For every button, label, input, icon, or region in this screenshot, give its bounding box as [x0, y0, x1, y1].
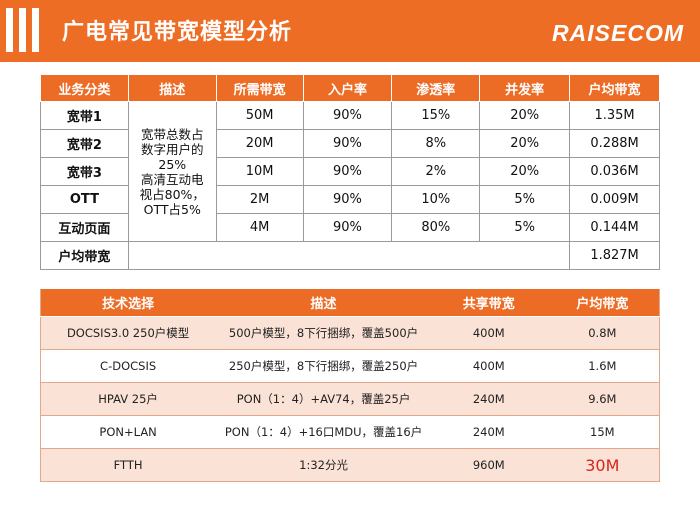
service-type-cell: 宽带1	[40, 101, 129, 130]
tech-cell: C-DOCSIS	[40, 349, 216, 383]
tech-cell: PON+LAN	[40, 415, 216, 449]
shared-bandwidth-cell: 400M	[431, 316, 546, 350]
column-header: 并发率	[479, 74, 571, 102]
column-header: 描述	[215, 289, 432, 317]
decorative-stripes	[6, 8, 39, 52]
total-row: 户均带宽 1.827M	[40, 241, 660, 270]
technology-comparison-table: 技术选择 描述 共享带宽 户均带宽 DOCSIS3.0 250户模型 500户模…	[40, 289, 660, 482]
table-row: 宽带2 20M 90% 8% 20% 0.288M	[40, 129, 660, 158]
penetration-cell: 10%	[391, 185, 481, 214]
avg-bandwidth-cell: 0.8M	[545, 316, 660, 350]
avg-bandwidth-cell: 0.009M	[569, 185, 660, 214]
entry-rate-cell: 90%	[302, 101, 393, 130]
concurrency-cell: 5%	[479, 213, 571, 242]
bandwidth-cell: 4M	[215, 213, 304, 242]
description-line: 高清互动电	[141, 171, 204, 187]
description-cell: 宽带总数占 数字用户的 25% 高清互动电 视占80%， OTT占5%	[127, 101, 217, 242]
title-bar: 广电常见带宽模型分析 RAISECOM	[0, 0, 700, 62]
shared-bandwidth-cell: 400M	[431, 349, 546, 383]
brand-logo: RAISECOM	[552, 20, 684, 46]
column-header: 技术选择	[40, 289, 216, 317]
tech-cell: DOCSIS3.0 250户模型	[40, 316, 216, 350]
entry-rate-cell: 90%	[302, 129, 393, 158]
table-row: C-DOCSIS 250户模型，8下行捆绑，覆盖250户 400M 1.6M	[40, 349, 660, 383]
total-label-cell: 户均带宽	[40, 241, 129, 270]
description-cell: 250户模型，8下行捆绑，覆盖250户	[215, 349, 432, 383]
table-row: HPAV 25户 PON（1：4）+AV74，覆盖25户 240M 9.6M	[40, 382, 660, 416]
description-line: OTT占5%	[143, 201, 201, 217]
concurrency-cell: 20%	[479, 101, 571, 130]
concurrency-cell: 20%	[479, 129, 571, 158]
penetration-cell: 8%	[391, 129, 481, 158]
entry-rate-cell: 90%	[302, 213, 393, 242]
avg-bandwidth-cell: 0.288M	[569, 129, 660, 158]
table-row: 宽带3 10M 90% 2% 20% 0.036M	[40, 157, 660, 186]
table-row: 宽带1 宽带总数占 数字用户的 25% 高清互动电 视占80%， OTT占5% …	[40, 101, 660, 242]
avg-bandwidth-cell: 15M	[545, 415, 660, 449]
service-type-cell: 宽带2	[40, 129, 129, 158]
highlighted-avg-bandwidth-cell: 30M	[545, 448, 660, 482]
column-header: 户均带宽	[545, 289, 660, 317]
description-cell: PON（1：4）+16口MDU，覆盖16户	[215, 415, 432, 449]
description-line: 视占80%，	[139, 186, 205, 202]
concurrency-cell: 5%	[479, 185, 571, 214]
shared-bandwidth-cell: 240M	[431, 415, 546, 449]
concurrency-cell: 20%	[479, 157, 571, 186]
description-cell: PON（1：4）+AV74，覆盖25户	[215, 382, 432, 416]
table-header-row: 业务分类 描述 所需带宽 入户率 渗透率 并发率 户均带宽	[40, 74, 660, 102]
avg-bandwidth-cell: 1.35M	[569, 101, 660, 130]
bandwidth-cell: 2M	[215, 185, 304, 214]
shared-bandwidth-cell: 960M	[431, 448, 546, 482]
entry-rate-cell: 90%	[302, 185, 393, 214]
table-header-row: 技术选择 描述 共享带宽 户均带宽	[40, 289, 660, 317]
service-type-cell: 宽带3	[40, 157, 129, 186]
column-header: 渗透率	[391, 74, 481, 102]
penetration-cell: 80%	[391, 213, 481, 242]
penetration-cell: 15%	[391, 101, 481, 130]
bandwidth-cell: 20M	[215, 129, 304, 158]
table-row: DOCSIS3.0 250户模型 500户模型，8下行捆绑，覆盖500户 400…	[40, 316, 660, 350]
column-header: 描述	[127, 74, 217, 102]
bandwidth-cell: 10M	[215, 157, 304, 186]
table-row: FTTH 1:32分光 960M 30M	[40, 448, 660, 482]
avg-bandwidth-cell: 0.036M	[569, 157, 660, 186]
table-row: PON+LAN PON（1：4）+16口MDU，覆盖16户 240M 15M	[40, 415, 660, 449]
bandwidth-model-table: 业务分类 描述 所需带宽 入户率 渗透率 并发率 户均带宽 宽带1 宽带总数占 …	[40, 74, 660, 270]
entry-rate-cell: 90%	[302, 157, 393, 186]
bandwidth-cell: 50M	[215, 101, 304, 130]
tech-cell: FTTH	[40, 448, 216, 482]
service-type-cell: OTT	[40, 185, 129, 214]
service-type-cell: 互动页面	[40, 213, 129, 242]
avg-bandwidth-cell: 9.6M	[545, 382, 660, 416]
avg-bandwidth-cell: 1.6M	[545, 349, 660, 383]
table-row: OTT 2M 90% 10% 5% 0.009M	[40, 185, 660, 214]
avg-bandwidth-cell: 0.144M	[569, 213, 660, 242]
column-header: 户均带宽	[569, 74, 660, 102]
table-row: 互动页面 4M 90% 80% 5% 0.144M	[40, 213, 660, 242]
description-cell: 1:32分光	[215, 448, 432, 482]
description-line: 宽带总数占	[141, 126, 204, 142]
description-line: 25%	[158, 156, 187, 172]
total-value-cell: 1.827M	[569, 241, 660, 270]
description-cell: 500户模型，8下行捆绑，覆盖500户	[215, 316, 432, 350]
empty-cell	[127, 241, 571, 270]
column-header: 共享带宽	[431, 289, 546, 317]
column-header: 业务分类	[40, 74, 129, 102]
column-header: 入户率	[302, 74, 393, 102]
page-title: 广电常见带宽模型分析	[62, 20, 293, 45]
shared-bandwidth-cell: 240M	[431, 382, 546, 416]
description-line: 数字用户的	[141, 141, 204, 157]
tech-cell: HPAV 25户	[40, 382, 216, 416]
column-header: 所需带宽	[215, 74, 304, 102]
penetration-cell: 2%	[391, 157, 481, 186]
